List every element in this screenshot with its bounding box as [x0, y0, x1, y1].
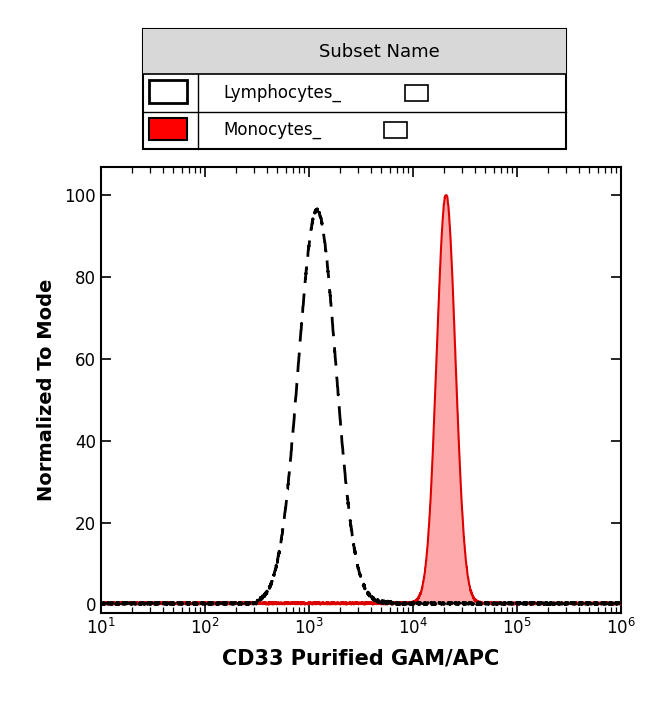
Y-axis label: Normalized To Mode: Normalized To Mode	[37, 278, 56, 501]
Bar	[405, 86, 428, 101]
Bar	[384, 123, 407, 138]
Text: Monocytes_: Monocytes_	[224, 121, 321, 139]
X-axis label: CD33 Purified GAM/APC: CD33 Purified GAM/APC	[222, 649, 499, 668]
Bar	[150, 117, 187, 140]
Bar	[143, 29, 566, 75]
Bar	[150, 80, 187, 103]
Text: Lymphocytes_: Lymphocytes_	[224, 84, 341, 102]
Text: Subset Name: Subset Name	[319, 43, 440, 61]
